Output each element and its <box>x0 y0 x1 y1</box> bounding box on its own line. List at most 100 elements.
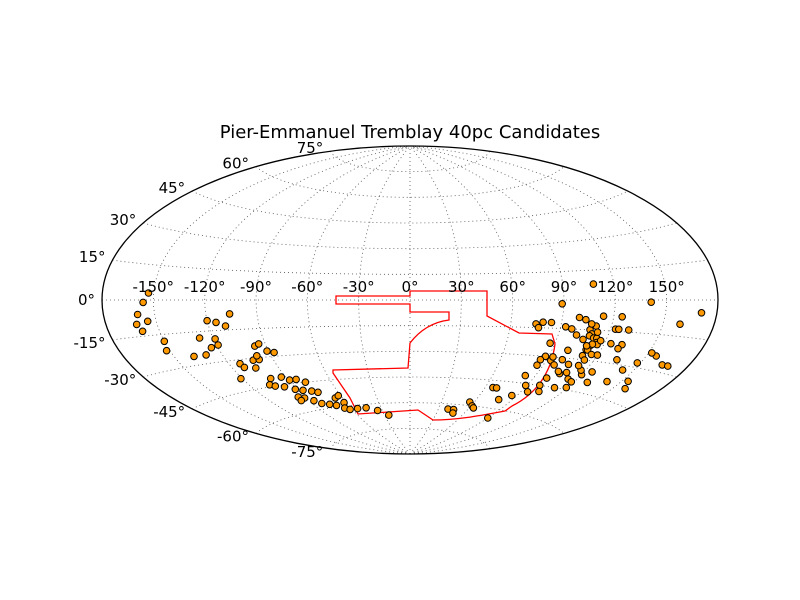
data-point <box>607 339 615 348</box>
data-point <box>633 359 642 367</box>
latitude-tick-label: 45° <box>159 179 186 197</box>
data-point <box>484 414 492 422</box>
latitude-tick-label: 60° <box>222 155 249 173</box>
data-point <box>332 401 341 410</box>
data-point <box>314 388 322 397</box>
data-point <box>536 355 545 364</box>
data-point <box>564 346 572 355</box>
data-point <box>621 384 629 393</box>
data-point <box>277 373 286 381</box>
longitude-tick-label: 120° <box>597 278 633 296</box>
data-point <box>558 355 567 364</box>
data-point <box>221 322 230 330</box>
data-point <box>133 310 142 319</box>
latitude-tick-label: 75° <box>297 139 324 157</box>
data-point <box>160 337 169 346</box>
meridian-line <box>409 145 514 455</box>
data-point <box>676 320 684 329</box>
data-point <box>385 411 393 419</box>
parallel-line <box>143 350 677 378</box>
data-point <box>492 384 501 392</box>
data-point <box>546 339 554 348</box>
data-point <box>138 327 147 336</box>
data-point <box>280 383 289 391</box>
meridian-line <box>409 145 668 455</box>
data-point <box>292 375 300 384</box>
graticule <box>102 145 718 455</box>
data-point <box>533 361 541 370</box>
map-boundary <box>101 145 719 455</box>
parallel-line <box>329 151 491 173</box>
meridian-line <box>409 145 616 455</box>
longitude-tick-label: 60° <box>499 278 526 296</box>
data-point <box>362 404 370 412</box>
data-point <box>613 356 621 364</box>
data-point <box>353 404 362 413</box>
parallel-line <box>112 259 708 275</box>
latitude-tick-label: 15° <box>79 248 106 266</box>
data-point <box>558 300 567 308</box>
data-point <box>589 280 598 288</box>
data-point <box>550 361 558 369</box>
data-point <box>521 381 530 390</box>
survey-footprint-outline <box>332 290 556 421</box>
data-point <box>536 381 544 390</box>
data-point <box>132 320 141 329</box>
longitude-tick-label: 150° <box>649 278 685 296</box>
data-point <box>254 340 263 348</box>
data-point <box>582 342 591 350</box>
data-point <box>648 349 656 357</box>
data-point <box>614 344 622 353</box>
data-point <box>203 316 211 325</box>
longitude-tick-label: 90° <box>551 278 578 296</box>
candidate-points <box>132 280 706 422</box>
data-point <box>508 391 516 400</box>
meridian-line <box>255 145 411 455</box>
data-point <box>596 336 605 345</box>
data-point <box>547 318 556 327</box>
latitude-tick-label: 0° <box>78 291 95 309</box>
data-point <box>624 326 633 334</box>
data-point <box>252 352 261 360</box>
meridian-line <box>409 145 565 455</box>
latitude-tick-label: -75° <box>291 443 323 461</box>
longitude-tick-label: -60° <box>291 278 323 296</box>
data-point <box>214 341 222 349</box>
data-point <box>618 313 627 321</box>
data-point <box>542 374 551 382</box>
latitude-tick-label: -60° <box>217 427 249 445</box>
data-point <box>588 368 596 376</box>
parallel-line <box>329 427 491 449</box>
parallel-line <box>255 402 565 434</box>
data-point <box>593 351 602 359</box>
data-point <box>195 334 204 342</box>
data-point <box>521 371 530 380</box>
data-point <box>580 356 589 364</box>
data-point <box>568 325 576 333</box>
data-point <box>582 315 590 324</box>
data-point <box>618 366 627 374</box>
data-point <box>263 347 271 355</box>
longitude-tick-label: 0° <box>401 278 418 296</box>
data-point <box>318 399 326 408</box>
data-point <box>162 346 171 355</box>
data-point <box>271 382 280 390</box>
data-point <box>212 318 220 327</box>
data-point <box>291 385 300 394</box>
data-point <box>252 364 260 372</box>
data-point <box>587 320 596 328</box>
data-point <box>593 328 602 337</box>
data-point <box>310 396 318 405</box>
data-point <box>325 400 334 409</box>
data-point <box>574 361 583 370</box>
latitude-tick-label: -30° <box>104 371 136 389</box>
data-point <box>346 405 354 414</box>
longitude-tick-label: -90° <box>240 278 272 296</box>
data-point <box>240 363 249 372</box>
latitude-tick-label: 30° <box>110 211 137 229</box>
data-point <box>237 374 245 383</box>
parallel-line <box>143 222 677 250</box>
data-point <box>562 383 571 392</box>
latitude-tick-label: -45° <box>153 403 185 421</box>
